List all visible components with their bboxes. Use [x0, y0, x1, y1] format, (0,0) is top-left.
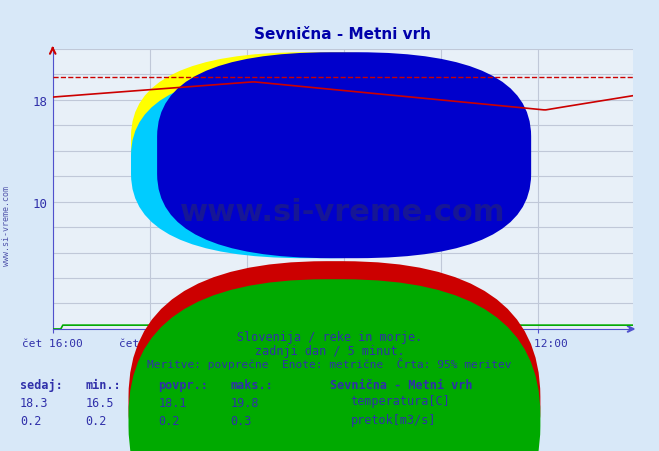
Text: temperatura[C]: temperatura[C] [351, 395, 450, 408]
Text: 0.2: 0.2 [86, 414, 107, 427]
Text: 18.3: 18.3 [20, 396, 48, 409]
FancyBboxPatch shape [157, 53, 531, 258]
FancyBboxPatch shape [131, 53, 505, 240]
Text: 0.3: 0.3 [231, 414, 252, 427]
Text: 19.8: 19.8 [231, 396, 259, 409]
Text: 0.2: 0.2 [20, 414, 41, 427]
FancyBboxPatch shape [131, 72, 505, 258]
Text: 18.1: 18.1 [158, 396, 186, 409]
Text: 0.2: 0.2 [158, 414, 179, 427]
Text: zadnji dan / 5 minut.: zadnji dan / 5 minut. [254, 344, 405, 357]
Title: Sevnična - Metni vrh: Sevnična - Metni vrh [254, 27, 431, 41]
Text: Meritve: povprečne  Enote: metrične  Črta: 95% meritev: Meritve: povprečne Enote: metrične Črta:… [147, 358, 512, 369]
Text: pretok[m3/s]: pretok[m3/s] [351, 413, 436, 426]
Text: 16.5: 16.5 [86, 396, 114, 409]
Text: maks.:: maks.: [231, 378, 273, 391]
Text: www.si-vreme.com: www.si-vreme.com [2, 186, 11, 265]
Text: min.:: min.: [86, 378, 121, 391]
Text: povpr.:: povpr.: [158, 378, 208, 391]
Text: sedaj:: sedaj: [20, 378, 63, 391]
Text: Slovenija / reke in morje.: Slovenija / reke in morje. [237, 331, 422, 344]
Text: www.si-vreme.com: www.si-vreme.com [180, 198, 505, 226]
Text: Sevnična - Metni vrh: Sevnična - Metni vrh [330, 378, 472, 391]
